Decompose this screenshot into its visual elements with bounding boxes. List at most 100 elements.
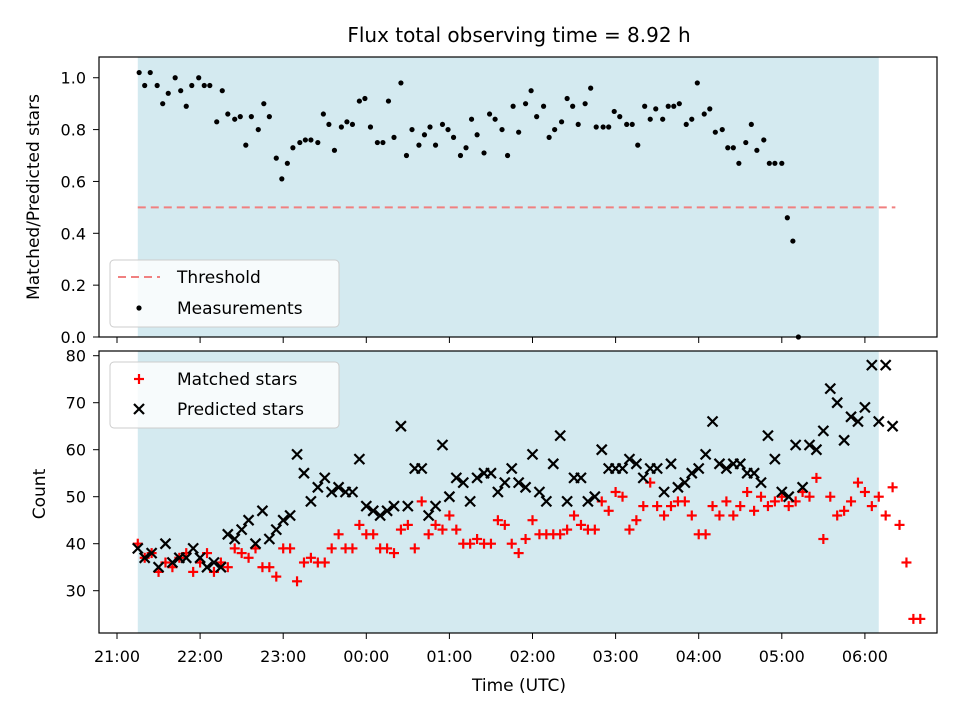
top-plot-frame — [98, 56, 938, 338]
matched-star-point — [666, 501, 676, 512]
matched-star-point — [229, 543, 240, 554]
predicted-star-point — [845, 411, 857, 423]
measurement-point — [629, 121, 635, 128]
predicted-star-point — [242, 514, 255, 526]
predicted-star-point — [374, 509, 386, 522]
predicted-star-point — [284, 509, 296, 522]
measurement-point — [284, 160, 290, 166]
matched-star-point — [707, 501, 718, 512]
predicted-star-point — [485, 467, 497, 479]
measurement-point — [320, 111, 326, 117]
predicted-star-point — [249, 537, 262, 550]
measurement-point — [403, 152, 410, 159]
measurement-point — [154, 82, 160, 89]
x-tick-label: 04:00 — [676, 647, 722, 666]
predicted-star-point — [803, 439, 816, 451]
predicted-star-point — [623, 453, 636, 465]
predicted-star-point — [595, 443, 608, 456]
predicted-star-point — [859, 401, 871, 414]
predicted-star-point — [762, 429, 774, 442]
measurement-point — [380, 139, 386, 146]
top-panel: 0.0 0.2 0.4 0.6 0.8 1.0 Matched/Predicted sta… — [24, 56, 938, 347]
matched-star-point — [562, 524, 573, 535]
matched-star-point — [603, 505, 614, 516]
measurement-point — [552, 126, 558, 133]
matched-star-point — [402, 519, 413, 530]
predicted-star-point — [547, 458, 560, 470]
predicted-star-point — [208, 556, 220, 569]
x-tick-label: 21:00 — [94, 647, 140, 666]
predicted-star-point — [131, 542, 144, 555]
measurement-point — [754, 147, 760, 153]
predicted-star-point — [665, 458, 677, 470]
predicted-star-point — [138, 552, 151, 564]
x-tick-label: 03:00 — [593, 647, 639, 666]
legend-predicted-label: Predicted stars — [177, 400, 304, 420]
top-y-tick-label: 0.4 — [61, 224, 86, 243]
predicted-star-point — [492, 486, 504, 498]
measurement-point — [315, 139, 321, 146]
bottom-plot-frame — [98, 350, 938, 634]
predicted-star-point — [872, 415, 885, 428]
matched-star-point — [652, 501, 663, 512]
matched-star-point — [506, 538, 517, 549]
legend-matched-label: Matched stars — [177, 370, 297, 390]
matched-star-point — [915, 613, 926, 624]
predicted-star-point — [187, 542, 199, 555]
measurement-point — [331, 147, 338, 153]
predicted-star-point — [277, 514, 289, 526]
predicted-star-point — [679, 476, 691, 489]
predicted-star-point — [852, 415, 864, 428]
predicted-star-point — [443, 490, 456, 503]
chart-title: Flux total observing time = 8.92 h — [347, 23, 690, 47]
x-tick-label: 05:00 — [759, 647, 805, 666]
measurement-point — [730, 145, 736, 151]
measurement-point — [398, 80, 404, 86]
top-y-tick-label: 0.6 — [61, 172, 86, 191]
measurement-point — [165, 90, 171, 96]
matched-star-point — [624, 524, 635, 535]
measurement-point — [178, 88, 184, 94]
measurement-point — [232, 116, 238, 122]
predicted-star-point — [381, 505, 393, 517]
predicted-star-point — [235, 523, 248, 536]
matched-star-point — [735, 501, 746, 512]
measurement-point — [136, 69, 142, 76]
predicted-star-point — [616, 462, 629, 475]
measurement-point — [463, 145, 469, 151]
matched-star-point — [825, 491, 836, 502]
measurement-point — [624, 121, 630, 128]
predicted-star-point — [325, 486, 338, 498]
predicted-star-point — [886, 420, 899, 432]
top-y-tick-label: 0.0 — [61, 328, 86, 347]
matched-star-point — [492, 515, 503, 526]
matched-star-point — [499, 519, 510, 530]
matched-star-point — [298, 557, 309, 568]
predicted-star-point — [499, 476, 511, 489]
matched-star-point — [319, 557, 330, 568]
matched-star-point — [264, 562, 275, 573]
predicted-star-point — [789, 439, 802, 451]
measurement-point — [671, 103, 677, 109]
predicted-star-point — [505, 462, 518, 475]
matched-star-point — [714, 510, 725, 521]
measurement-point — [189, 82, 195, 89]
measurement-point — [712, 129, 718, 135]
measurement-point — [707, 106, 713, 112]
measurement-point — [362, 95, 368, 102]
measurement-point — [297, 139, 303, 146]
matched-star-point — [555, 529, 566, 540]
predicted-star-point — [533, 486, 546, 498]
measurement-point — [439, 121, 446, 128]
measurement-point — [540, 103, 547, 109]
measurement-point — [142, 82, 148, 89]
predicted-star-point — [215, 561, 227, 573]
predicted-star-point — [353, 453, 366, 465]
measurement-point — [522, 101, 529, 107]
predicted-star-point — [270, 523, 283, 536]
predicted-star-point — [734, 458, 747, 470]
legend-predicted-marker — [133, 403, 145, 415]
measurement-point — [468, 116, 475, 122]
predicted-star-point — [630, 458, 643, 470]
top-legend: Threshold Measurements — [109, 259, 340, 328]
